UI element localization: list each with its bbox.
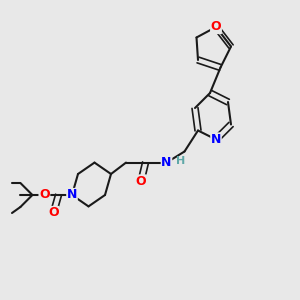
Text: O: O xyxy=(211,20,221,34)
Text: H: H xyxy=(176,156,185,166)
Text: O: O xyxy=(136,175,146,188)
Text: N: N xyxy=(211,133,221,146)
Text: N: N xyxy=(67,188,77,202)
Text: O: O xyxy=(39,188,50,202)
Text: N: N xyxy=(161,156,172,169)
Text: O: O xyxy=(48,206,59,220)
